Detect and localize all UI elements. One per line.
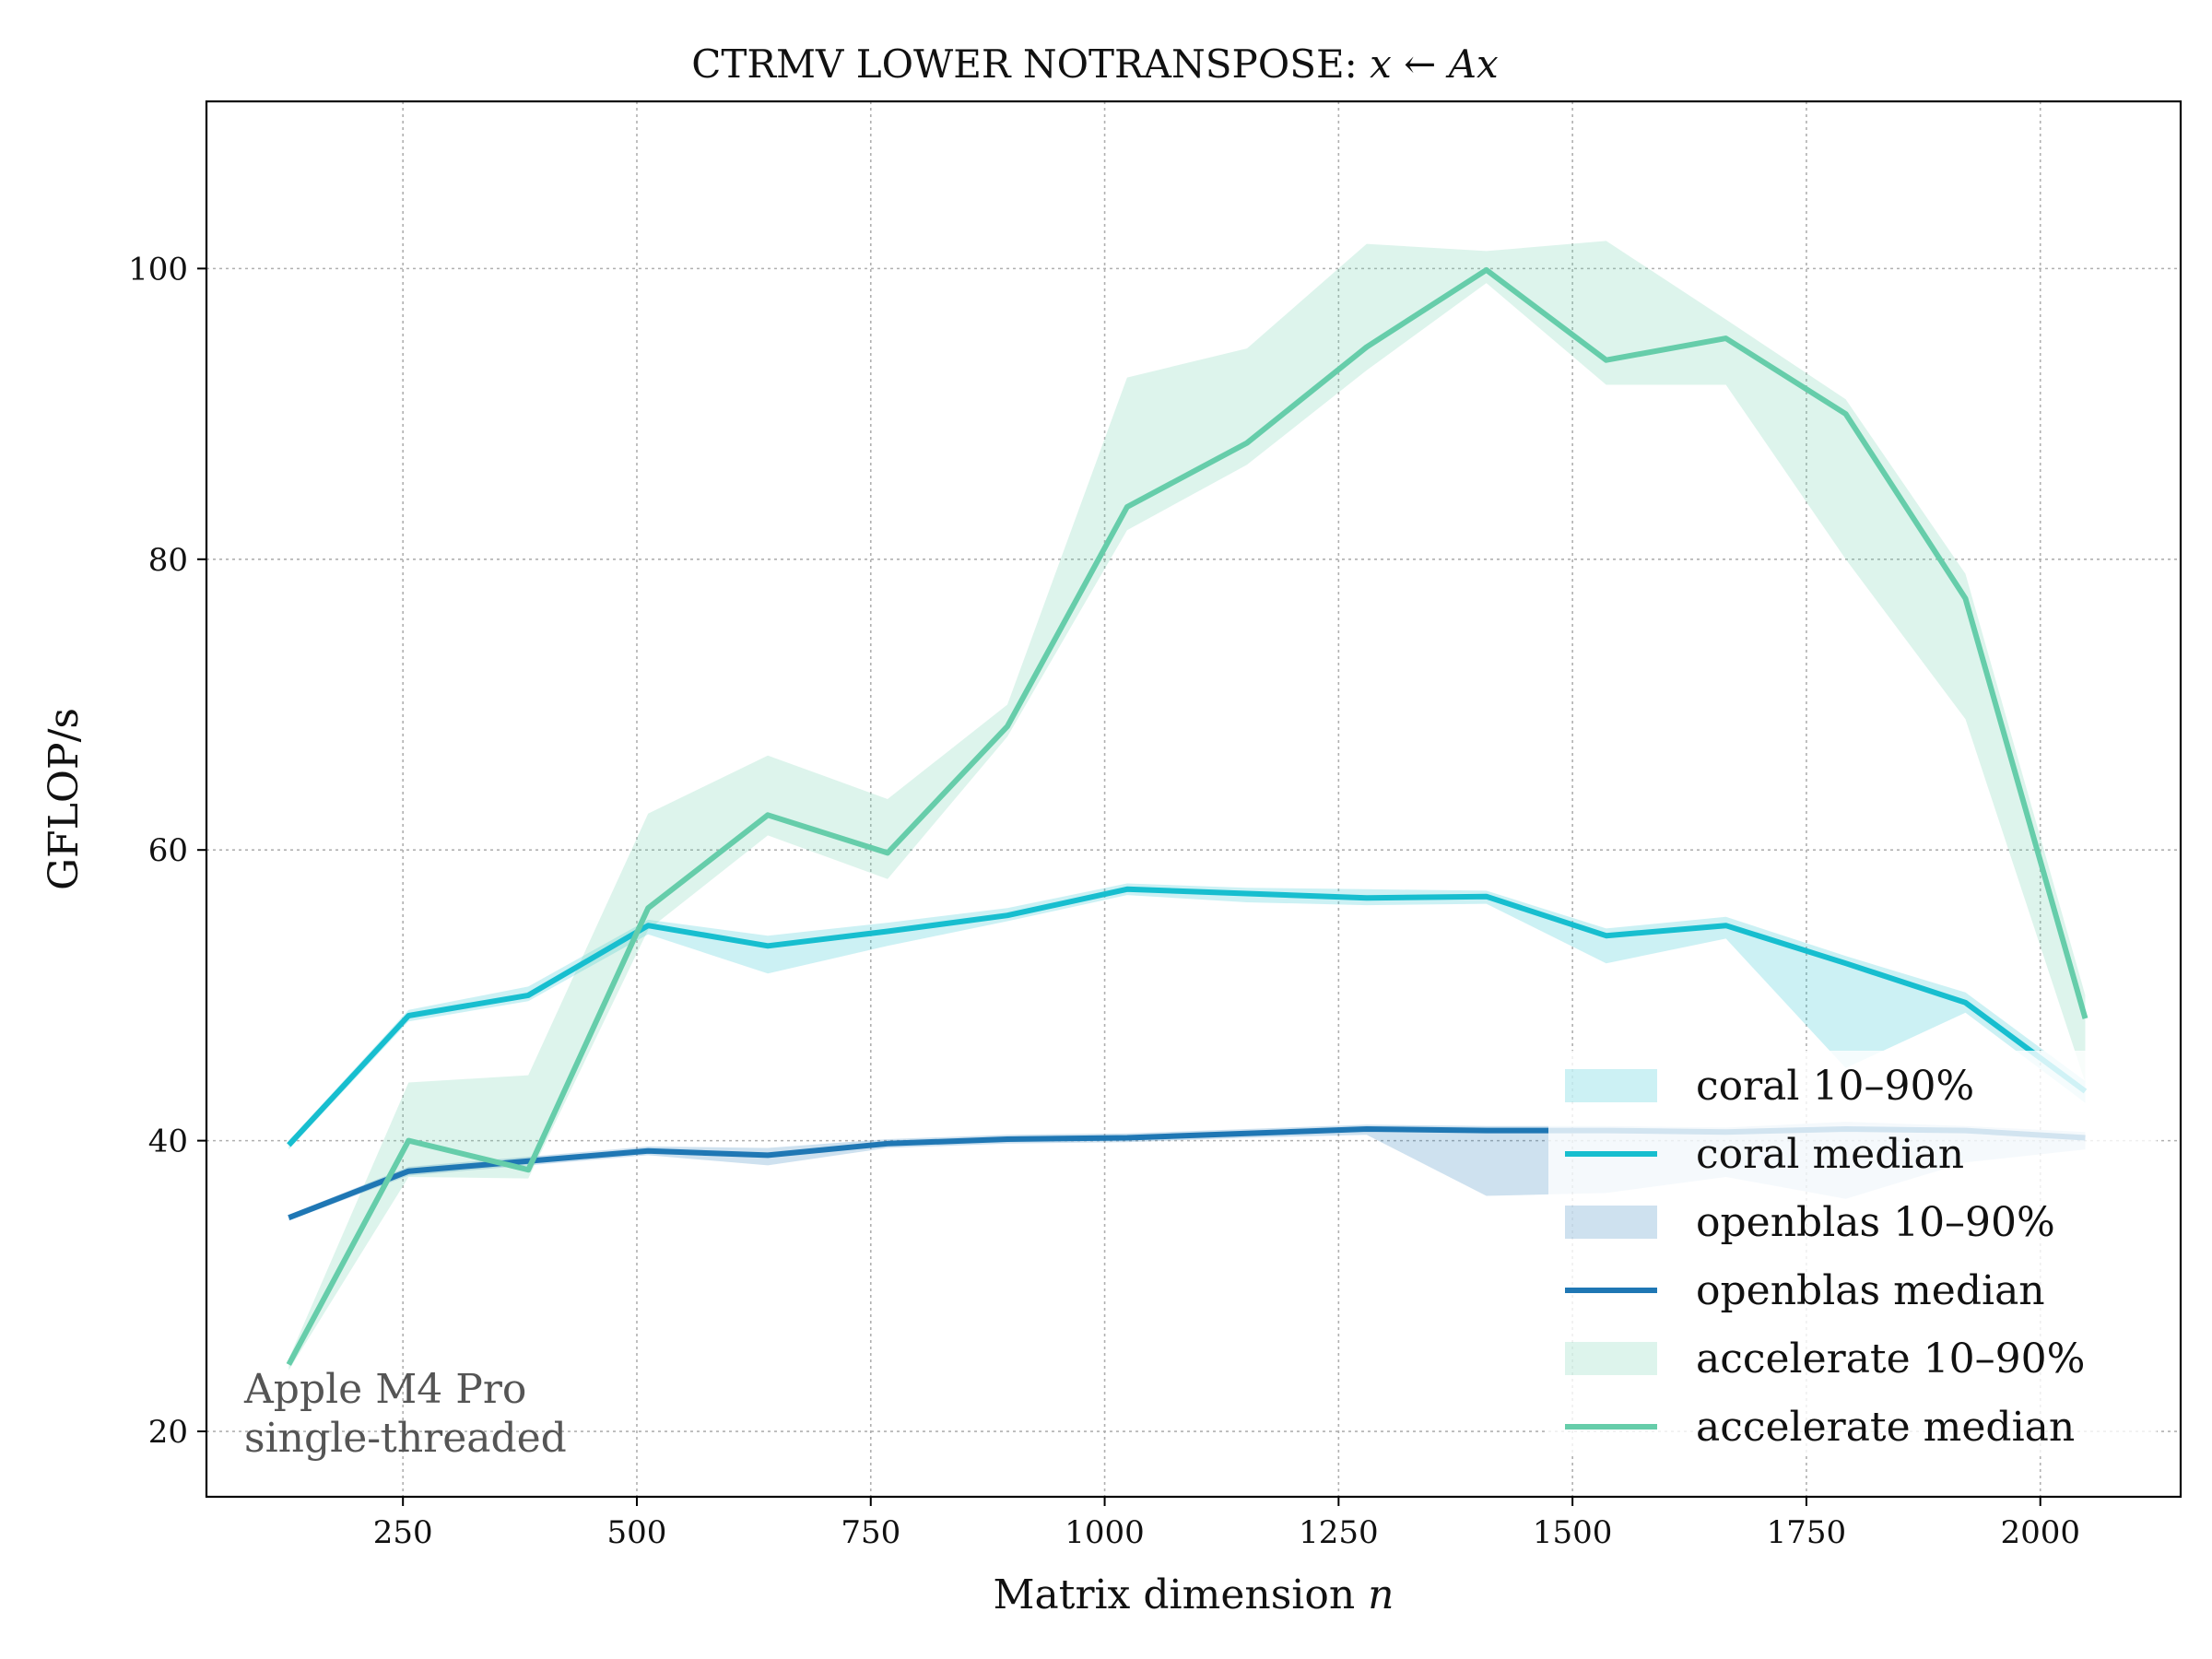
plot-frame bbox=[205, 100, 2183, 1499]
x-axis-title-var: n bbox=[1368, 1571, 1394, 1618]
accelerate-band-legend-label: accelerate 10–90% bbox=[1696, 1335, 2085, 1382]
y-tick-label: 80 bbox=[148, 542, 188, 579]
annotation-line-1: Apple M4 Pro bbox=[243, 1366, 526, 1413]
coral-median-legend-label: coral median bbox=[1696, 1131, 1964, 1178]
y-tick-label: 40 bbox=[148, 1124, 188, 1160]
accelerate-median-line bbox=[286, 266, 2088, 1366]
y-axis-ticks: 20 40 60 80 100 bbox=[128, 251, 206, 1451]
x-tick-label: 250 bbox=[373, 1514, 433, 1551]
x-tick-label: 2000 bbox=[2000, 1514, 2080, 1551]
openblas-band-legend-label: openblas 10–90% bbox=[1696, 1199, 2055, 1246]
annotation-line-2: single-threaded bbox=[244, 1415, 567, 1462]
x-tick-label: 1500 bbox=[1533, 1514, 1613, 1551]
y-axis-title: GFLOP/s bbox=[41, 708, 88, 890]
accelerate-band-swatch bbox=[1565, 1342, 1657, 1375]
coral-band bbox=[288, 883, 2086, 1150]
annotation-text: Apple M4 Pro single-threaded bbox=[243, 1366, 567, 1462]
coral-median-line bbox=[287, 886, 2088, 1147]
accelerate-band bbox=[288, 241, 2086, 1371]
x-tick-label: 1750 bbox=[1767, 1514, 1847, 1551]
x-tick-label: 500 bbox=[607, 1514, 667, 1551]
openblas-median-legend-label: openblas median bbox=[1696, 1267, 2045, 1314]
x-axis-title: Matrix dimension n bbox=[993, 1571, 1394, 1618]
x-axis-title-text: Matrix dimension bbox=[993, 1571, 1368, 1618]
x-tick-label: 1000 bbox=[1065, 1514, 1145, 1551]
accelerate-median-legend-label: accelerate median bbox=[1696, 1404, 2075, 1451]
chart-title-text: CTRMV LOWER NOTRANSPOSE: bbox=[691, 41, 1358, 87]
x-tick-label: 750 bbox=[841, 1514, 900, 1551]
x-axis-ticks: 250 500 750 1000 1250 1500 1750 2000 bbox=[373, 1497, 2080, 1551]
x-tick-label: 1250 bbox=[1299, 1514, 1379, 1551]
legend: coral 10–90% coral median openblas 10–90% o… bbox=[1548, 1051, 2157, 1456]
chart-title: CTRMV LOWER NOTRANSPOSE: x ← Ax bbox=[691, 41, 1499, 87]
legend-box bbox=[1548, 1051, 2157, 1456]
y-tick-label: 100 bbox=[128, 251, 188, 288]
coral-band-swatch bbox=[1565, 1069, 1657, 1102]
y-tick-label: 20 bbox=[148, 1414, 188, 1451]
coral-band-legend-label: coral 10–90% bbox=[1696, 1063, 1974, 1110]
chart-title-math: x ← Ax bbox=[1358, 41, 1499, 87]
openblas-band-swatch bbox=[1565, 1206, 1657, 1239]
y-tick-label: 60 bbox=[148, 832, 188, 869]
